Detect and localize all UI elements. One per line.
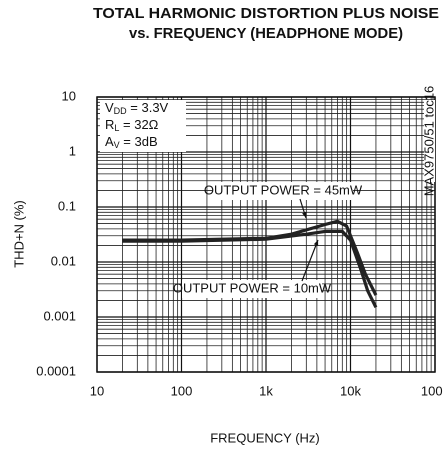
chart-title: TOTAL HARMONIC DISTORTION PLUS NOISE [93,5,439,22]
annotation-box [424,100,435,182]
condition-sub: V [114,140,120,150]
y-tick-label: 0.01 [51,253,76,268]
x-tick-label: 10k [340,383,361,398]
condition-rest: = 32Ω [119,117,158,132]
y-tick-label: 10 [62,88,76,103]
x-tick-label: 10 [90,383,104,398]
condition-main: R [105,117,114,132]
condition-rest: = 3.3V [127,100,169,115]
side-note: MAX9750/51 toc16 [421,86,436,197]
y-tick-label: 0.001 [43,308,76,323]
x-tick-label: 100k [421,383,443,398]
series-label: OUTPUT POWER = 45mW [204,182,363,197]
plot-frame [96,96,436,373]
arrow-head [313,240,319,246]
y-tick-label: 0.1 [58,198,76,213]
condition-label: RL = 32Ω [105,117,159,133]
chart-title: vs. FREQUENCY (HEADPHONE MODE) [129,25,403,42]
annotation-arrow [301,239,319,282]
x-axis-label: FREQUENCY (Hz) [210,430,320,445]
condition-label: VDD = 3.3V [105,100,169,116]
annotation-box [182,280,322,298]
condition-sub: L [114,123,119,133]
condition-rest: = 3dB [120,134,158,149]
y-tick-label: 1 [69,143,76,158]
condition-main: V [105,100,114,115]
annotation-box [100,100,186,152]
condition-main: A [105,134,114,149]
data-line [122,229,378,309]
series-label: OUTPUT POWER = 10mW [173,280,332,295]
y-axis-label: THD+N (%) [11,200,26,268]
x-tick-label: 100 [171,383,193,398]
y-tick-label: 0.0001 [36,363,76,378]
condition-sub: DD [114,106,127,116]
arrow-head [302,212,307,218]
condition-label: AV = 3dB [105,134,158,150]
x-tick-label: 1k [259,383,273,398]
annotation-box [213,182,353,200]
